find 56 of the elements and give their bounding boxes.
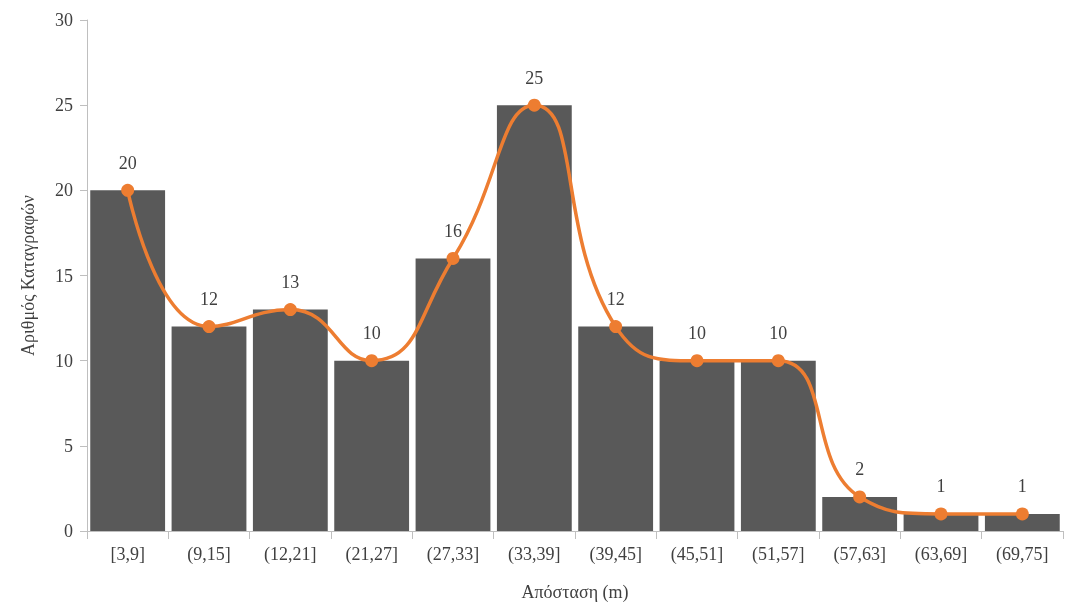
x-tick-label: (33,39] (508, 544, 561, 565)
bar (740, 360, 816, 531)
point (365, 354, 379, 368)
bar (334, 360, 410, 531)
point (934, 507, 948, 521)
bar (984, 513, 1060, 531)
x-tick-label: (27,33] (426, 544, 480, 565)
point (202, 320, 216, 334)
data-label: 2 (855, 459, 865, 480)
y-tick-label: 5 (64, 435, 73, 456)
bar (822, 496, 898, 531)
data-label: 1 (936, 476, 946, 497)
x-tick-label: (69,75] (996, 544, 1049, 565)
y-tick-label: 10 (55, 350, 73, 371)
x-tick-label: (21,27] (345, 544, 398, 565)
data-label: 10 (688, 323, 706, 344)
data-label: 10 (362, 323, 381, 344)
y-tick-label: 20 (55, 180, 73, 201)
y-tick-label: 25 (55, 95, 73, 116)
point (771, 354, 785, 368)
point (1015, 507, 1029, 521)
bar (659, 360, 735, 531)
bar (171, 326, 247, 531)
data-label: 10 (769, 323, 788, 344)
x-tick-label: (12,21] (264, 544, 317, 565)
bar (415, 258, 491, 531)
x-tick-label: [3,9] (110, 544, 145, 564)
point (121, 183, 135, 197)
x-axis-title: Απόσταση (m) (521, 582, 629, 603)
bar (578, 326, 654, 531)
bar (252, 309, 328, 531)
data-label: 13 (281, 272, 300, 293)
x-tick-label: (63,69] (914, 544, 968, 565)
data-label: 16 (444, 220, 462, 241)
point (446, 251, 460, 265)
y-axis-title: Αριθμός Καταγραφών (18, 195, 38, 356)
x-tick-label: (57,63] (833, 544, 886, 565)
point (609, 320, 623, 334)
point (853, 490, 867, 504)
point (690, 354, 704, 368)
data-label: 25 (525, 67, 544, 88)
y-tick-label: 30 (55, 10, 73, 30)
data-label: 12 (200, 289, 218, 310)
bar (496, 105, 572, 531)
x-tick-label: (9,15] (187, 544, 231, 565)
y-tick-label: 15 (55, 265, 73, 286)
x-tick-label: (45,51] (670, 544, 724, 565)
data-label: 12 (606, 289, 625, 310)
bar (90, 190, 166, 531)
point (283, 303, 297, 317)
x-tick-label: (51,57] (752, 544, 805, 565)
data-label: 1 (1017, 476, 1027, 497)
y-tick-label: 0 (64, 521, 73, 541)
x-tick-label: (39,45] (589, 544, 642, 565)
data-label: 20 (118, 152, 137, 173)
point (527, 98, 541, 112)
